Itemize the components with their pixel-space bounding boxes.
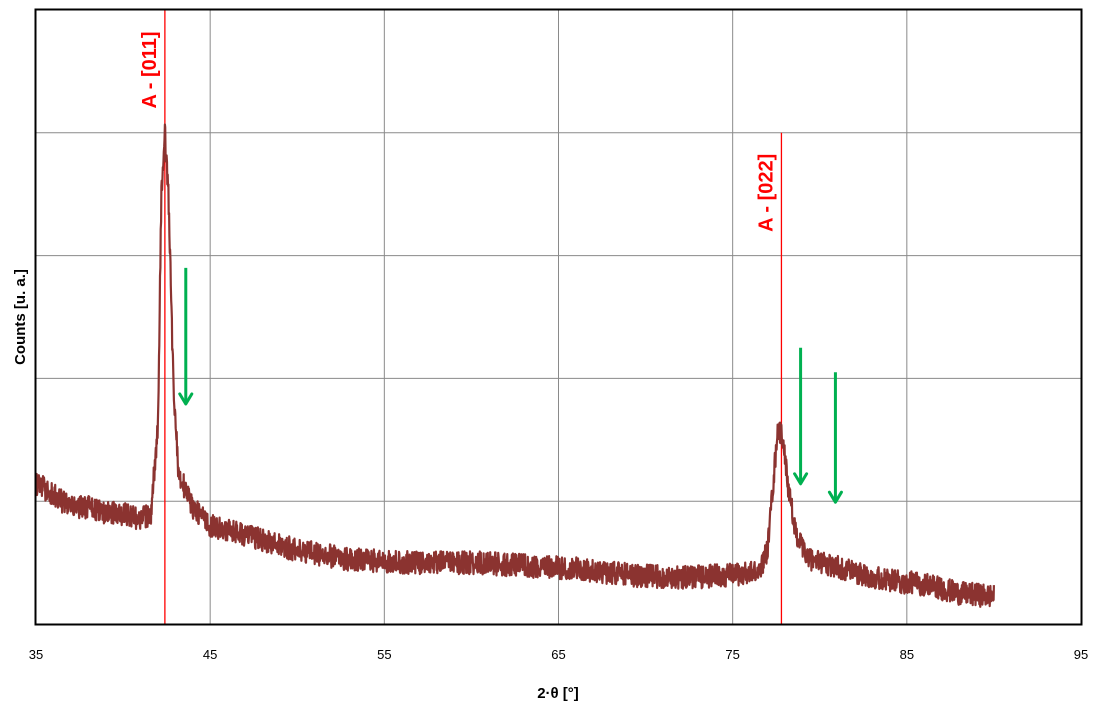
- series-line: [34, 123, 995, 608]
- x-tick-labels: 35 45 55 65 75 85 95: [29, 647, 1088, 662]
- series-layer: [34, 123, 995, 608]
- x-axis-title: 2·θ [°]: [537, 685, 579, 702]
- plot-area-border: [34, 8, 1083, 626]
- arrow-layer: [178, 267, 843, 504]
- x-tick-label: 55: [377, 647, 391, 662]
- x-tick-label: 85: [900, 647, 914, 662]
- gridlines: [36, 10, 1081, 624]
- x-tick-label: 75: [725, 647, 739, 662]
- green-arrow: [178, 267, 194, 406]
- peak-labels: A - [011] A - [022]: [139, 31, 778, 231]
- x-tick-label: 95: [1074, 647, 1088, 662]
- peak-label: A - [011]: [139, 31, 161, 108]
- x-tick-label: 35: [29, 647, 43, 662]
- green-arrow: [793, 347, 809, 486]
- x-tick-label: 45: [203, 647, 217, 662]
- y-axis-title: Counts [u. a.]: [12, 269, 29, 365]
- green-arrow: [827, 372, 843, 504]
- peak-marker-lines: [164, 10, 783, 624]
- x-tick-label: 65: [551, 647, 565, 662]
- peak-label: A - [022]: [755, 154, 777, 232]
